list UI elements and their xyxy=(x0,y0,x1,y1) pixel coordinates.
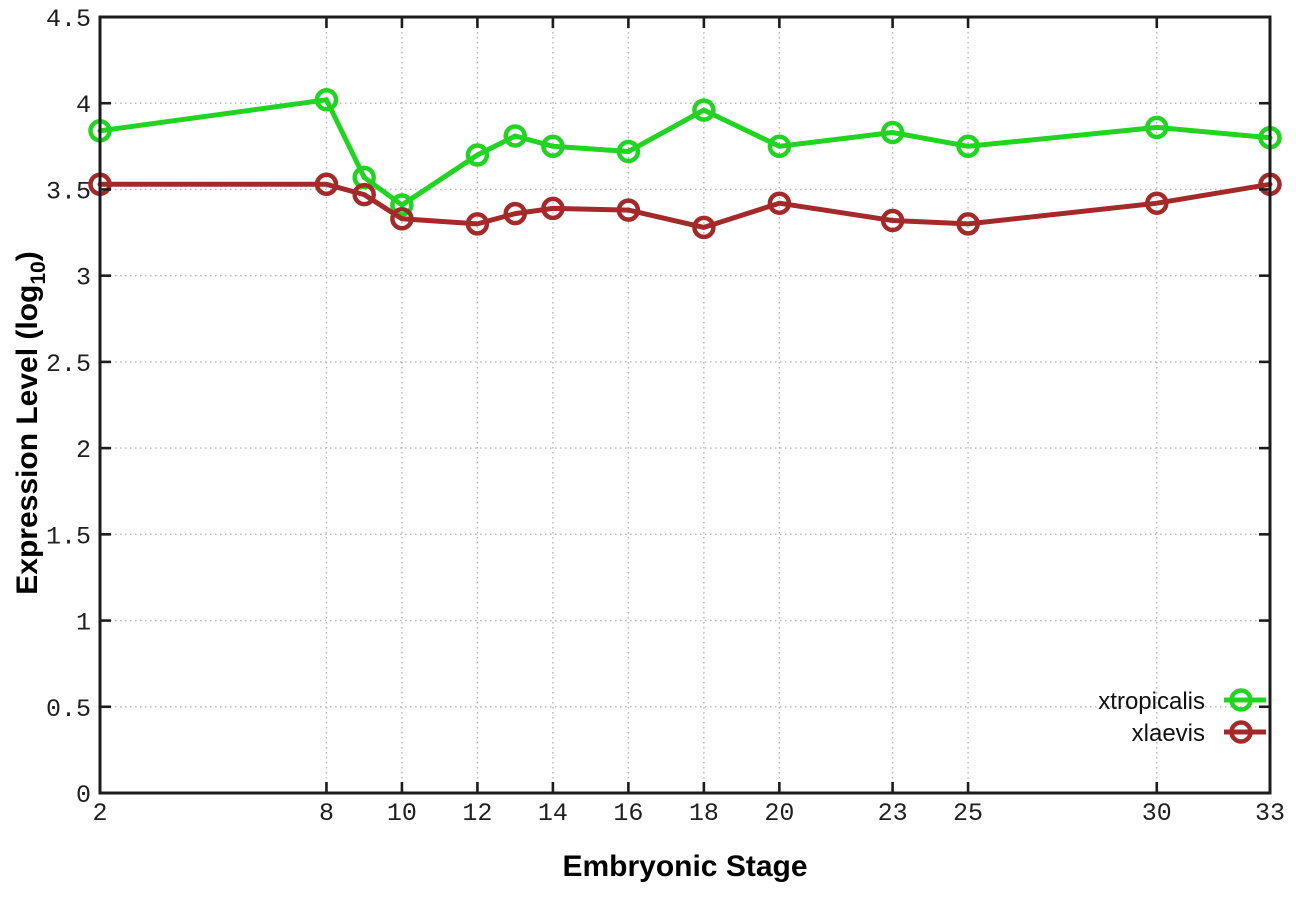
y-axis-title-main: Expression Level (log xyxy=(11,285,44,595)
y-tick-label-2.5: 2.5 xyxy=(46,350,91,379)
x-tick-label-10: 10 xyxy=(387,799,417,828)
x-tick-label-33: 33 xyxy=(1255,799,1285,828)
y-axis-title-close: ) xyxy=(11,251,44,261)
xtropicalis-point-stage-16 xyxy=(616,139,641,164)
xlaevis-point-stage-10 xyxy=(390,207,414,231)
x-tick-label-18: 18 xyxy=(689,799,719,828)
xlaevis-point-stage-9 xyxy=(352,182,376,207)
y-tick-label-2: 2 xyxy=(76,436,91,465)
legend-marker-xlaevis xyxy=(1229,720,1253,744)
xlaevis-point-stage-23 xyxy=(880,208,905,233)
xtropicalis-point-stage-30 xyxy=(1145,115,1169,140)
y-tick-label-0: 0 xyxy=(76,781,91,810)
legend-marker-xtropicalis xyxy=(1229,688,1253,712)
legend: xtropicalis xlaevis xyxy=(1098,688,1266,747)
x-tick-label-14: 14 xyxy=(538,799,568,828)
xlaevis-point-stage-25 xyxy=(956,212,980,236)
y-axis-title: Expression Level (log10) xyxy=(11,251,50,594)
xtropicalis-point-stage-12 xyxy=(465,143,490,167)
xtropicalis-point-stage-13 xyxy=(503,124,527,148)
xtropicalis-point-stage-25 xyxy=(956,134,980,159)
x-tick-label-20: 20 xyxy=(764,799,794,828)
y-tick-label-4.5: 4.5 xyxy=(46,5,91,34)
xtropicalis-point-stage-20 xyxy=(767,134,792,159)
xlaevis-line xyxy=(97,181,1273,230)
xtropicalis-point-stage-10 xyxy=(390,193,414,217)
y-tick-label-3.5: 3.5 xyxy=(46,177,91,206)
xlaevis-point-stage-12 xyxy=(465,212,490,236)
tick-marks xyxy=(98,15,1272,795)
x-tick-label-8: 8 xyxy=(319,799,334,828)
y-tick-labels: 0 0.5 1 1.5 2 2.5 3 3.5 4 4.5 xyxy=(46,5,91,810)
legend-label-xtropicalis: xtropicalis xyxy=(1098,688,1205,715)
y-tick-label-0.5: 0.5 xyxy=(46,695,91,724)
legend-label-xlaevis: xlaevis xyxy=(1132,720,1205,747)
xlaevis-point-stage-14 xyxy=(541,196,565,221)
y-tick-label-1: 1 xyxy=(76,609,91,638)
xtropicalis-point-stage-23 xyxy=(880,120,905,145)
xlaevis-point-stage-13 xyxy=(503,201,527,226)
y-tick-label-4: 4 xyxy=(76,91,91,120)
x-tick-label-16: 16 xyxy=(613,799,643,828)
legend-entry-xlaevis: xlaevis xyxy=(1132,720,1266,747)
xlaevis-point-stage-30 xyxy=(1145,191,1169,215)
x-tick-label-2: 2 xyxy=(92,799,107,828)
plot-border xyxy=(98,15,1272,795)
xtropicalis-point-stage-14 xyxy=(541,134,565,159)
x-tick-labels: 2 8 10 12 14 16 18 20 23 25 30 33 xyxy=(92,799,1285,828)
xtropicalis-point-stage-8 xyxy=(314,88,339,112)
x-axis-title: Embryonic Stage xyxy=(562,850,807,883)
xtropicalis-point-stage-18 xyxy=(692,98,716,122)
xlaevis-point-stage-8 xyxy=(314,172,339,197)
xlaevis-point-stage-20 xyxy=(767,191,792,215)
legend-entry-xtropicalis: xtropicalis xyxy=(1098,688,1266,715)
x-tick-label-30: 30 xyxy=(1142,799,1172,828)
y-axis-title-subscript: 10 xyxy=(27,261,50,284)
x-tick-label-12: 12 xyxy=(462,799,492,828)
x-tick-label-23: 23 xyxy=(878,799,908,828)
x-tick-label-25: 25 xyxy=(953,799,983,828)
data-series xyxy=(88,88,1282,240)
y-tick-label-1.5: 1.5 xyxy=(46,522,91,551)
y-tick-label-3: 3 xyxy=(76,264,91,293)
xlaevis-point-stage-16 xyxy=(616,198,641,222)
xlaevis-point-stage-18 xyxy=(692,215,716,240)
